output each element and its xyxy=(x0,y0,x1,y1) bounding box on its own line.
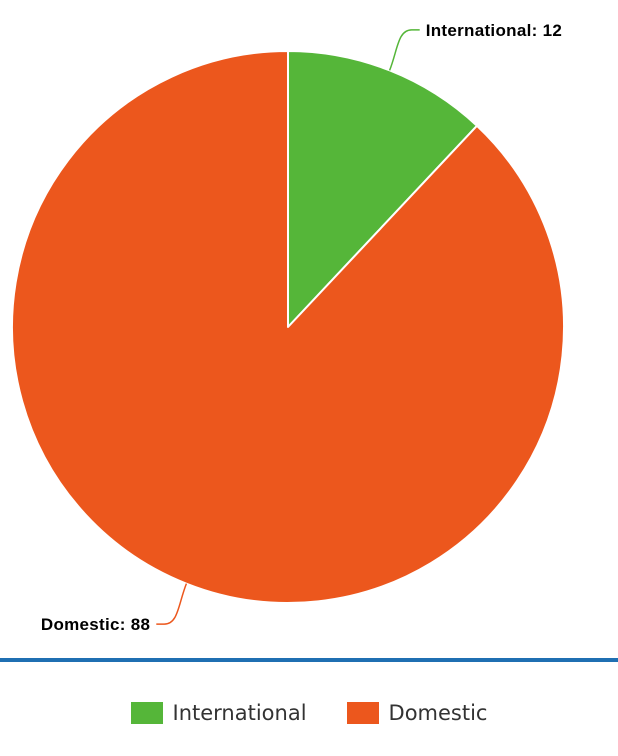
legend-label-domestic: Domestic xyxy=(388,701,488,725)
legend-swatch-domestic xyxy=(346,702,379,724)
legend-divider xyxy=(0,658,618,662)
leader-line-domestic xyxy=(156,583,188,625)
legend-item-domestic[interactable]: Domestic xyxy=(346,701,488,725)
pie-slices xyxy=(11,50,565,604)
legend-label-international: International xyxy=(172,701,307,725)
leader-line-international xyxy=(388,29,420,71)
data-label-international: International: 12 xyxy=(426,21,562,40)
legend-swatch-international xyxy=(130,702,163,724)
leader-lines xyxy=(156,29,420,625)
legend-item-international[interactable]: International xyxy=(130,701,307,725)
pie-chart: International: 12 Domestic: 88 xyxy=(11,21,565,634)
data-label-domestic: Domestic: 88 xyxy=(41,615,150,634)
pie-slice-international[interactable] xyxy=(287,50,478,328)
pie-slice-domestic[interactable] xyxy=(11,50,565,604)
legend: International Domestic xyxy=(0,696,618,730)
data-labels: International: 12 Domestic: 88 xyxy=(41,21,562,634)
